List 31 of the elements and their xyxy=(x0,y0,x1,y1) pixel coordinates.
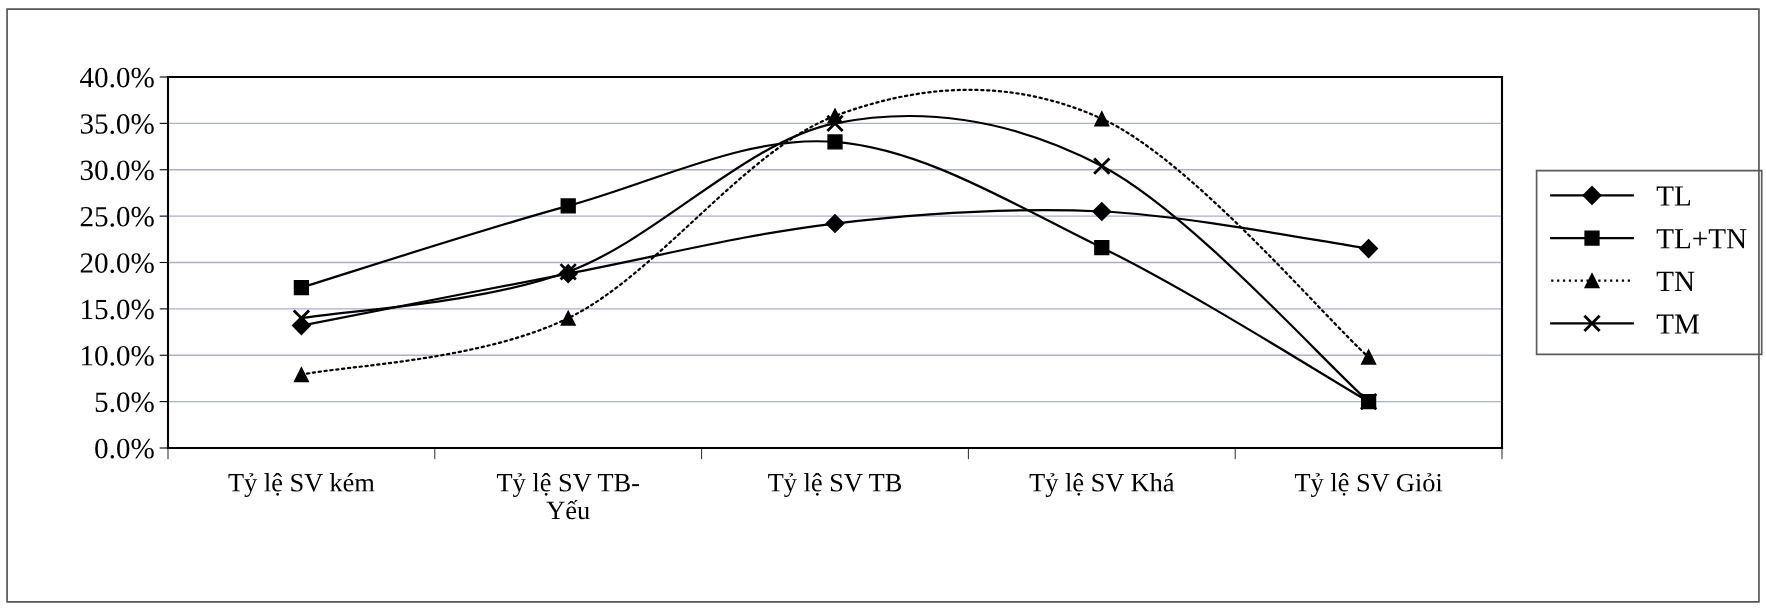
y-tick-label: 25.0% xyxy=(80,206,154,227)
legend-label: TL+TN xyxy=(1656,229,1747,249)
x-tick-label: Tỷ lệ SV TB xyxy=(768,473,902,498)
legend-label: TL xyxy=(1656,186,1691,206)
x-tick-label: Tỷ lệ SV Giỏi xyxy=(1294,473,1443,498)
point xyxy=(825,114,845,133)
point xyxy=(827,134,843,150)
y-tick-label: 5.0% xyxy=(95,392,154,413)
y-tick-label: 20.0% xyxy=(80,253,154,274)
x-tick-label: Tỷ lệ SV kém xyxy=(228,473,375,498)
point xyxy=(1092,201,1112,222)
legend-label: TM xyxy=(1656,314,1700,334)
point xyxy=(1094,240,1110,256)
x-tick-label: Tỷ lệ SV Khá xyxy=(1029,473,1175,498)
y-tick-label: 30.0% xyxy=(80,160,154,181)
y-tick-label: 40.0% xyxy=(80,67,154,88)
point xyxy=(560,310,576,326)
point xyxy=(293,367,310,383)
point xyxy=(1359,239,1379,259)
legend-label: TN xyxy=(1656,271,1695,291)
y-tick-label: 0.0% xyxy=(95,438,154,459)
x-tick-label: Tỷ lệ SV TB-Yếu xyxy=(496,473,639,520)
point xyxy=(1094,111,1110,127)
y-tick-label: 35.0% xyxy=(80,114,154,134)
point xyxy=(1360,349,1377,365)
y-tick-label: 15.0% xyxy=(82,299,154,320)
point xyxy=(1092,157,1111,176)
point xyxy=(293,279,310,296)
y-tick-label: 10.0% xyxy=(82,345,154,366)
point xyxy=(825,214,845,234)
point xyxy=(560,198,576,214)
